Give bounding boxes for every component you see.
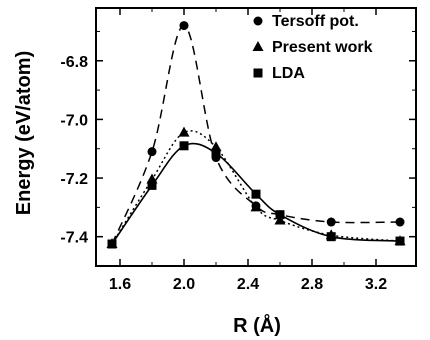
legend-label-triangle: Present work xyxy=(272,39,373,56)
data-point-square xyxy=(179,141,189,151)
plot-frame xyxy=(95,7,417,267)
legend-marker-square xyxy=(253,68,263,78)
x-axis-label: R (Å) xyxy=(233,313,281,337)
data-point-square xyxy=(326,232,336,242)
data-point-square xyxy=(147,180,157,190)
data-point-triangle xyxy=(274,214,286,225)
y-tick-label: -7.2 xyxy=(60,171,88,188)
data-point-circle xyxy=(395,217,405,227)
data-point-square xyxy=(395,236,405,246)
y-tick-label: -7.4 xyxy=(60,230,88,247)
x-tick-label: 2.8 xyxy=(301,276,323,293)
plot-area xyxy=(106,21,406,249)
legend: Tersoff pot. Present work LDA xyxy=(252,13,373,82)
data-point-square xyxy=(251,189,261,199)
axes: 1.6 2.0 2.4 2.8 3.2 -7.4 -7.2 -7.0 -6.8 xyxy=(60,7,417,293)
legend-label-square: LDA xyxy=(272,65,305,82)
y-tick-label: -7.0 xyxy=(60,112,88,129)
data-point-triangle xyxy=(250,201,262,212)
x-tick-label: 2.0 xyxy=(173,276,195,293)
y-tick-label: -6.8 xyxy=(60,54,88,71)
x-tick-label: 2.4 xyxy=(237,276,259,293)
x-tick-label: 1.6 xyxy=(109,276,131,293)
data-point-square xyxy=(107,239,117,249)
legend-marker-triangle xyxy=(252,41,264,51)
data-point-square xyxy=(275,210,285,220)
data-point-circle xyxy=(179,21,189,31)
data-point-circle xyxy=(326,217,336,227)
legend-marker-circle xyxy=(253,16,263,26)
data-point-triangle xyxy=(178,126,190,137)
y-axis-label: Energy (eV/atom) xyxy=(13,51,35,215)
data-point-square xyxy=(211,148,221,158)
data-point-circle xyxy=(147,147,157,157)
series-square xyxy=(107,141,405,249)
legend-label-circle: Tersoff pot. xyxy=(272,13,359,30)
x-tick-label: 3.2 xyxy=(365,276,387,293)
